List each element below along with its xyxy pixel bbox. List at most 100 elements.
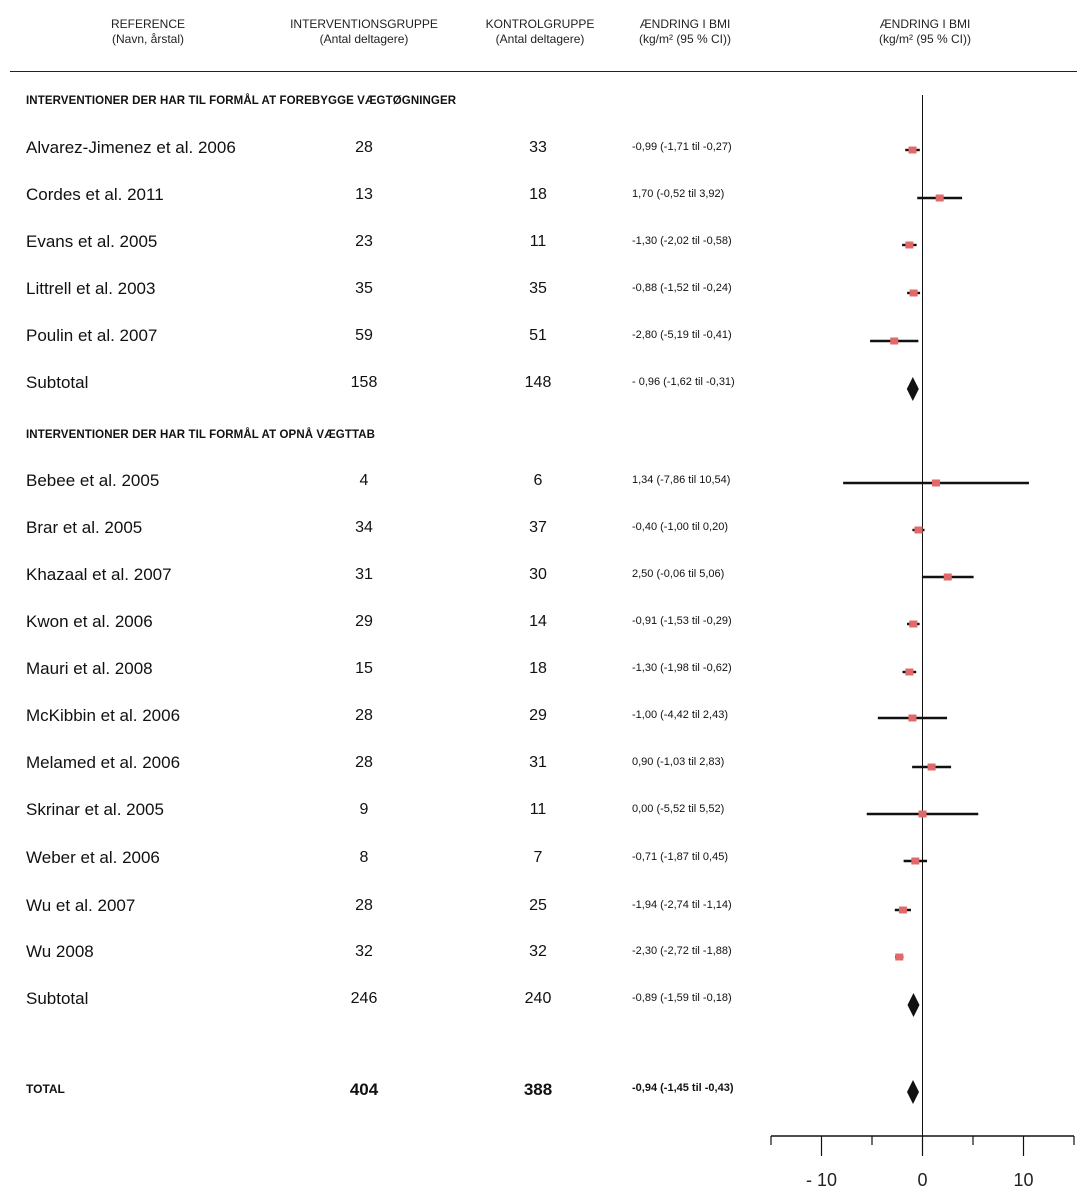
control-count: 7: [533, 849, 543, 866]
point-estimate-marker: [890, 337, 899, 345]
intervention-count: 158: [350, 374, 378, 391]
total-row: TOTAL 404 388 -0,94 (-1,45 til -0,43): [0, 1079, 760, 1103]
bmi-change-ci: -0,99 (-1,71 til -0,27): [632, 141, 732, 153]
control-count: 6: [533, 472, 543, 489]
subtotal-diamond: [907, 993, 920, 1017]
point-estimate-marker: [898, 906, 907, 914]
intervention-count: 28: [355, 707, 373, 724]
intervention-count: 28: [355, 139, 373, 156]
bmi-change-ci: - 0,96 (-1,62 til -0,31): [632, 376, 735, 388]
table-row: Poulin et al. 2007 59 51 -2,80 (-5,19 ti…: [0, 326, 760, 350]
header-reference-sub: (Navn, årstal): [111, 32, 185, 46]
bmi-change-ci: 2,50 (-0,06 til 5,06): [632, 568, 725, 580]
control-count: 32: [529, 943, 547, 960]
study-name: Melamed et al. 2006: [26, 753, 181, 772]
study-name: Kwon et al. 2006: [26, 612, 153, 631]
intervention-count: 9: [359, 801, 369, 818]
header-change-plot-sub: (kg/m² (95 % CI)): [878, 32, 971, 46]
intervention-count: 15: [355, 660, 373, 677]
header-reference-title: REFERENCE: [110, 17, 185, 31]
intervention-count: 28: [355, 754, 373, 771]
study-name: Wu 2008: [26, 942, 94, 961]
header-intervention-sub: (Antal deltagere): [319, 32, 409, 46]
control-count: 11: [529, 801, 547, 818]
table-row: Melamed et al. 2006 28 31 0,90 (-1,03 ti…: [0, 753, 760, 777]
table-row: Evans et al. 2005 23 11 -1,30 (-2,02 til…: [0, 232, 760, 256]
table-row: Wu 2008 32 32 -2,30 (-2,72 til -1,88): [0, 942, 760, 966]
point-estimate-marker: [943, 573, 952, 581]
control-count: 51: [529, 327, 547, 344]
control-count: 240: [524, 990, 552, 1007]
subtotal-label: Subtotal: [26, 989, 89, 1008]
table-row: Alvarez-Jimenez et al. 2006 28 33 -0,99 …: [0, 138, 760, 162]
table-row: Weber et al. 2006 8 7 -0,71 (-1,87 til 0…: [0, 848, 760, 872]
table-row: Littrell et al. 2003 35 35 -0,88 (-1,52 …: [0, 279, 760, 303]
table-row: Brar et al. 2005 34 37 -0,40 (-1,00 til …: [0, 518, 760, 542]
intervention-count: 8: [359, 849, 369, 866]
study-name: Bebee et al. 2005: [26, 471, 160, 490]
study-name: Skrinar et al. 2005: [26, 800, 164, 819]
header-change-plot-title: ÆNDRING I BMI: [879, 17, 971, 31]
control-total: 388: [523, 1080, 553, 1099]
point-estimate-marker: [918, 810, 927, 818]
intervention-count: 31: [355, 566, 373, 583]
point-estimate-marker: [927, 763, 936, 771]
table-row: Skrinar et al. 2005 9 11 0,00 (-5,52 til…: [0, 800, 760, 824]
point-estimate-marker: [914, 526, 923, 534]
subtotal-diamond: [906, 377, 919, 401]
study-name: Littrell et al. 2003: [26, 279, 156, 298]
point-estimate-marker: [905, 668, 914, 676]
intervention-count: 35: [355, 280, 373, 297]
x-tick-label: 10: [1013, 1170, 1033, 1190]
control-count: 14: [529, 613, 547, 630]
point-estimate-marker: [932, 479, 941, 487]
bmi-change-ci: -1,94 (-2,74 til -1,14): [632, 899, 732, 911]
control-count: 35: [529, 280, 547, 297]
control-count: 30: [529, 566, 547, 583]
control-count: 29: [529, 707, 547, 724]
bmi-change-ci: -0,71 (-1,87 til 0,45): [632, 851, 728, 863]
header-change-plot: ÆNDRING I BMI (kg/m² (95 % CI)): [855, 17, 995, 47]
intervention-count: 13: [355, 186, 373, 203]
study-name: Weber et al. 2006: [26, 848, 160, 867]
intervention-count: 23: [355, 233, 373, 250]
header-control-title: KONTROLGRUPPE: [485, 17, 595, 31]
header-intervention: INTERVENTIONSGRUPPE (Antal deltagere): [274, 17, 454, 47]
study-name: Mauri et al. 2008: [26, 659, 153, 678]
bmi-change-ci: -0,89 (-1,59 til -0,18): [632, 992, 732, 1004]
bmi-change-ci: -2,30 (-2,72 til -1,88): [632, 945, 732, 957]
intervention-count: 4: [359, 472, 369, 489]
section-title-prevention: INTERVENTIONER DER HAR TIL FORMÅL AT FOR…: [26, 95, 457, 107]
study-name: Evans et al. 2005: [26, 232, 158, 251]
intervention-count: 59: [355, 327, 373, 344]
section-title-weight-loss: INTERVENTIONER DER HAR TIL FORMÅL AT OPN…: [26, 429, 376, 441]
point-estimate-marker: [935, 194, 944, 202]
point-estimate-marker: [908, 146, 917, 154]
bmi-change-ci: -1,30 (-2,02 til -0,58): [632, 235, 732, 247]
subtotal-label: Subtotal: [26, 373, 89, 392]
total-label: TOTAL: [26, 1082, 65, 1096]
table-row: Khazaal et al. 2007 31 30 2,50 (-0,06 ti…: [0, 565, 760, 589]
control-count: 148: [524, 374, 552, 391]
bmi-change-ci: -0,40 (-1,00 til 0,20): [632, 521, 728, 533]
bmi-change-ci: 0,00 (-5,52 til 5,52): [632, 803, 725, 815]
header-change-text-title: ÆNDRING I BMI: [639, 17, 731, 31]
table-row: Bebee et al. 2005 4 6 1,34 (-7,86 til 10…: [0, 471, 760, 495]
x-tick-label: - 10: [806, 1170, 837, 1190]
intervention-count: 32: [355, 943, 373, 960]
control-count: 25: [529, 897, 547, 914]
table-row: Cordes et al. 2011 13 18 1,70 (-0,52 til…: [0, 185, 760, 209]
header-reference: REFERENCE (Navn, årstal): [88, 17, 208, 47]
bmi-change-ci: -0,88 (-1,52 til -0,24): [632, 282, 732, 294]
point-estimate-marker: [911, 857, 920, 865]
bmi-change-ci: -1,30 (-1,98 til -0,62): [632, 662, 732, 674]
study-name: Poulin et al. 2007: [26, 326, 158, 345]
table-row: Wu et al. 2007 28 25 -1,94 (-2,74 til -1…: [0, 896, 760, 920]
point-estimate-marker: [909, 620, 918, 628]
study-name: Khazaal et al. 2007: [26, 565, 172, 584]
control-count: 31: [529, 754, 547, 771]
bmi-change-ci: -0,91 (-1,53 til -0,29): [632, 615, 732, 627]
control-count: 18: [529, 186, 547, 203]
table-row: McKibbin et al. 2006 28 29 -1,00 (-4,42 …: [0, 706, 760, 730]
study-name: Cordes et al. 2011: [26, 185, 164, 204]
